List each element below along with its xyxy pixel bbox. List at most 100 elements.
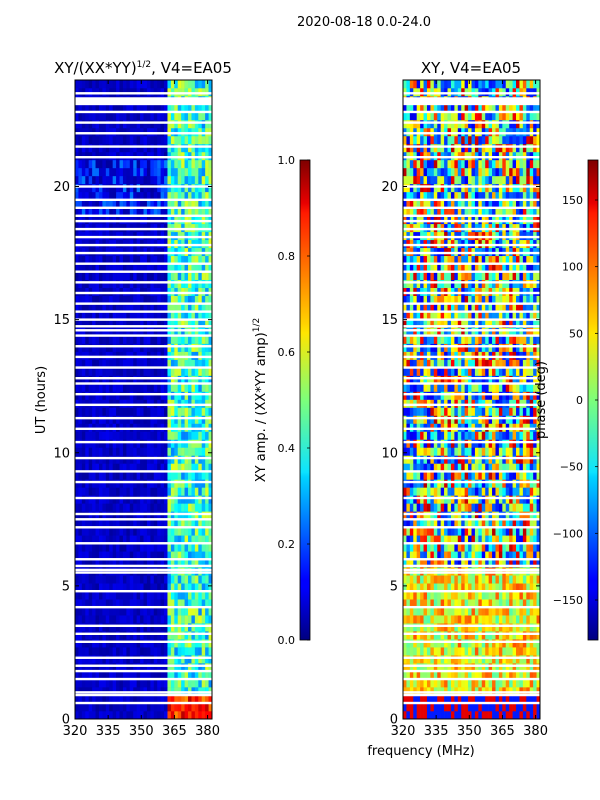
phase-heatmap-cell xyxy=(481,455,486,464)
amplitude-heatmap-cell xyxy=(112,695,117,704)
phase-heatmap-cell xyxy=(474,511,479,520)
phase-heatmap-cell xyxy=(457,671,462,680)
amplitude-heatmap-cell xyxy=(167,271,172,280)
amplitude-heatmap-cell xyxy=(102,167,107,177)
amplitude-heatmap-cell xyxy=(150,703,155,712)
amplitude-heatmap-cell xyxy=(188,407,192,416)
phase-heatmap-cell xyxy=(461,383,465,392)
phase-heatmap-cell xyxy=(474,655,479,664)
amplitude-heatmap-cell xyxy=(164,359,168,368)
amplitude-heatmap-cell xyxy=(170,543,175,552)
phase-heatmap-cell xyxy=(468,655,472,664)
amplitude-heatmap-cell xyxy=(98,103,103,113)
amplitude-heatmap-cell xyxy=(129,359,134,368)
phase-heatmap-cell xyxy=(516,695,520,704)
amplitude-heatmap-cell xyxy=(208,207,212,217)
phase-heatmap-cell xyxy=(454,663,459,672)
phase-heatmap-cell xyxy=(512,647,517,656)
phase-heatmap-cell xyxy=(420,447,424,456)
amplitude-heatmap-cell xyxy=(78,383,83,392)
phase-heatmap-cell xyxy=(444,575,448,584)
amplitude-heatmap-cell xyxy=(85,487,89,496)
amplitude-heatmap-cell xyxy=(98,527,103,536)
amplitude-heatmap-cell xyxy=(126,383,131,392)
phase-heatmap-cell xyxy=(403,407,407,416)
phase-heatmap-cell xyxy=(529,479,534,488)
phase-heatmap-cell xyxy=(516,479,520,488)
amplitude-heatmap-cell xyxy=(116,631,120,640)
phase-heatmap-cell xyxy=(447,471,452,480)
amplitude-heatmap-cell xyxy=(174,191,179,201)
amplitude-heatmap-cell xyxy=(98,343,103,352)
amplitude-heatmap-cell xyxy=(167,447,172,456)
phase-heatmap-cell xyxy=(492,431,496,440)
phase-heatmap-cell xyxy=(492,407,496,416)
amplitude-heatmap-cell xyxy=(164,167,168,177)
amplitude-heatmap-cell xyxy=(116,711,120,719)
amplitude-heatmap-cell xyxy=(109,655,113,664)
amplitude-heatmap-cell xyxy=(129,671,134,680)
amplitude-heatmap-cell xyxy=(136,207,141,217)
amplitude-heatmap-cell xyxy=(198,663,203,672)
amplitude-heatmap-cell xyxy=(164,703,168,712)
amplitude-heatmap-cell xyxy=(157,655,161,664)
amplitude-heatmap-cell xyxy=(98,623,103,632)
amplitude-heatmap-cell xyxy=(95,551,100,560)
amplitude-heatmap-cell xyxy=(167,679,172,688)
phase-heatmap-cell xyxy=(406,679,411,688)
phase-heatmap-cell xyxy=(468,519,472,528)
phase-heatmap-cell xyxy=(464,711,469,719)
amplitude-heatmap-cell xyxy=(181,463,185,472)
amplitude-heatmap-cell xyxy=(174,119,179,129)
amplitude-heatmap-cell xyxy=(191,455,196,464)
amplitude-heatmap-cell xyxy=(109,623,113,632)
phase-heatmap-cell xyxy=(516,679,520,688)
amplitude-heatmap-cell xyxy=(201,559,206,568)
amplitude-heatmap-cell xyxy=(188,639,192,648)
amplitude-heatmap-cell xyxy=(119,279,124,288)
amplitude-heatmap-cell xyxy=(129,80,134,89)
phase-heatmap-cell xyxy=(529,615,534,624)
phase-heatmap-cell xyxy=(457,639,462,648)
amplitude-heatmap-cell xyxy=(95,511,100,520)
phase-heatmap-cell xyxy=(471,543,476,552)
amplitude-heatmap-cell xyxy=(85,679,89,688)
amplitude-heatmap-cell xyxy=(174,431,179,440)
phase-heatmap-cell xyxy=(423,615,428,624)
amplitude-heatmap-cell xyxy=(146,375,151,384)
amplitude-heatmap-cell xyxy=(102,263,107,272)
phase-heatmap-cell xyxy=(413,503,417,512)
phase-heatmap-cell xyxy=(440,495,445,504)
phase-heatmap-cell xyxy=(447,503,452,512)
amplitude-y-axis-label: UT (hours) xyxy=(34,366,49,434)
amplitude-heatmap-cell xyxy=(208,575,212,584)
amplitude-heatmap-cell xyxy=(105,639,110,648)
amplitude-heatmap-cell xyxy=(140,207,144,217)
amplitude-heatmap-cell xyxy=(98,367,103,376)
phase-heatmap-cell xyxy=(533,527,537,536)
phase-heatmap-cell xyxy=(409,679,414,688)
amplitude-heatmap-cell xyxy=(112,319,117,328)
amplitude-heatmap-cell xyxy=(160,319,165,328)
amplitude-heatmap-cell xyxy=(160,655,165,664)
phase-heatmap-cell xyxy=(457,631,462,640)
amplitude-heatmap-cell xyxy=(201,695,206,704)
phase-heatmap-cell xyxy=(416,463,421,472)
amplitude-heatmap-cell xyxy=(85,519,89,528)
phase-heatmap-cell xyxy=(509,695,513,704)
phase-heatmap-cell xyxy=(512,503,517,512)
amplitude-heatmap-cell xyxy=(88,543,93,552)
phase-heatmap-cell xyxy=(481,415,486,424)
phase-heatmap-cell xyxy=(450,527,455,536)
phase-heatmap-cell xyxy=(444,671,448,680)
phase-heatmap-cell xyxy=(526,639,531,648)
amplitude-heatmap-cell xyxy=(170,335,175,344)
phase-heatmap-cell xyxy=(516,623,520,632)
amplitude-heatmap-cell xyxy=(136,447,141,456)
amplitude-heatmap-cell xyxy=(112,207,117,217)
amplitude-heatmap-cell xyxy=(170,375,175,384)
phase-heatmap-cell xyxy=(474,615,479,624)
phase-heatmap-cell xyxy=(478,447,483,456)
phase-heatmap-cell xyxy=(461,503,465,512)
amplitude-heatmap-cell xyxy=(81,647,86,656)
